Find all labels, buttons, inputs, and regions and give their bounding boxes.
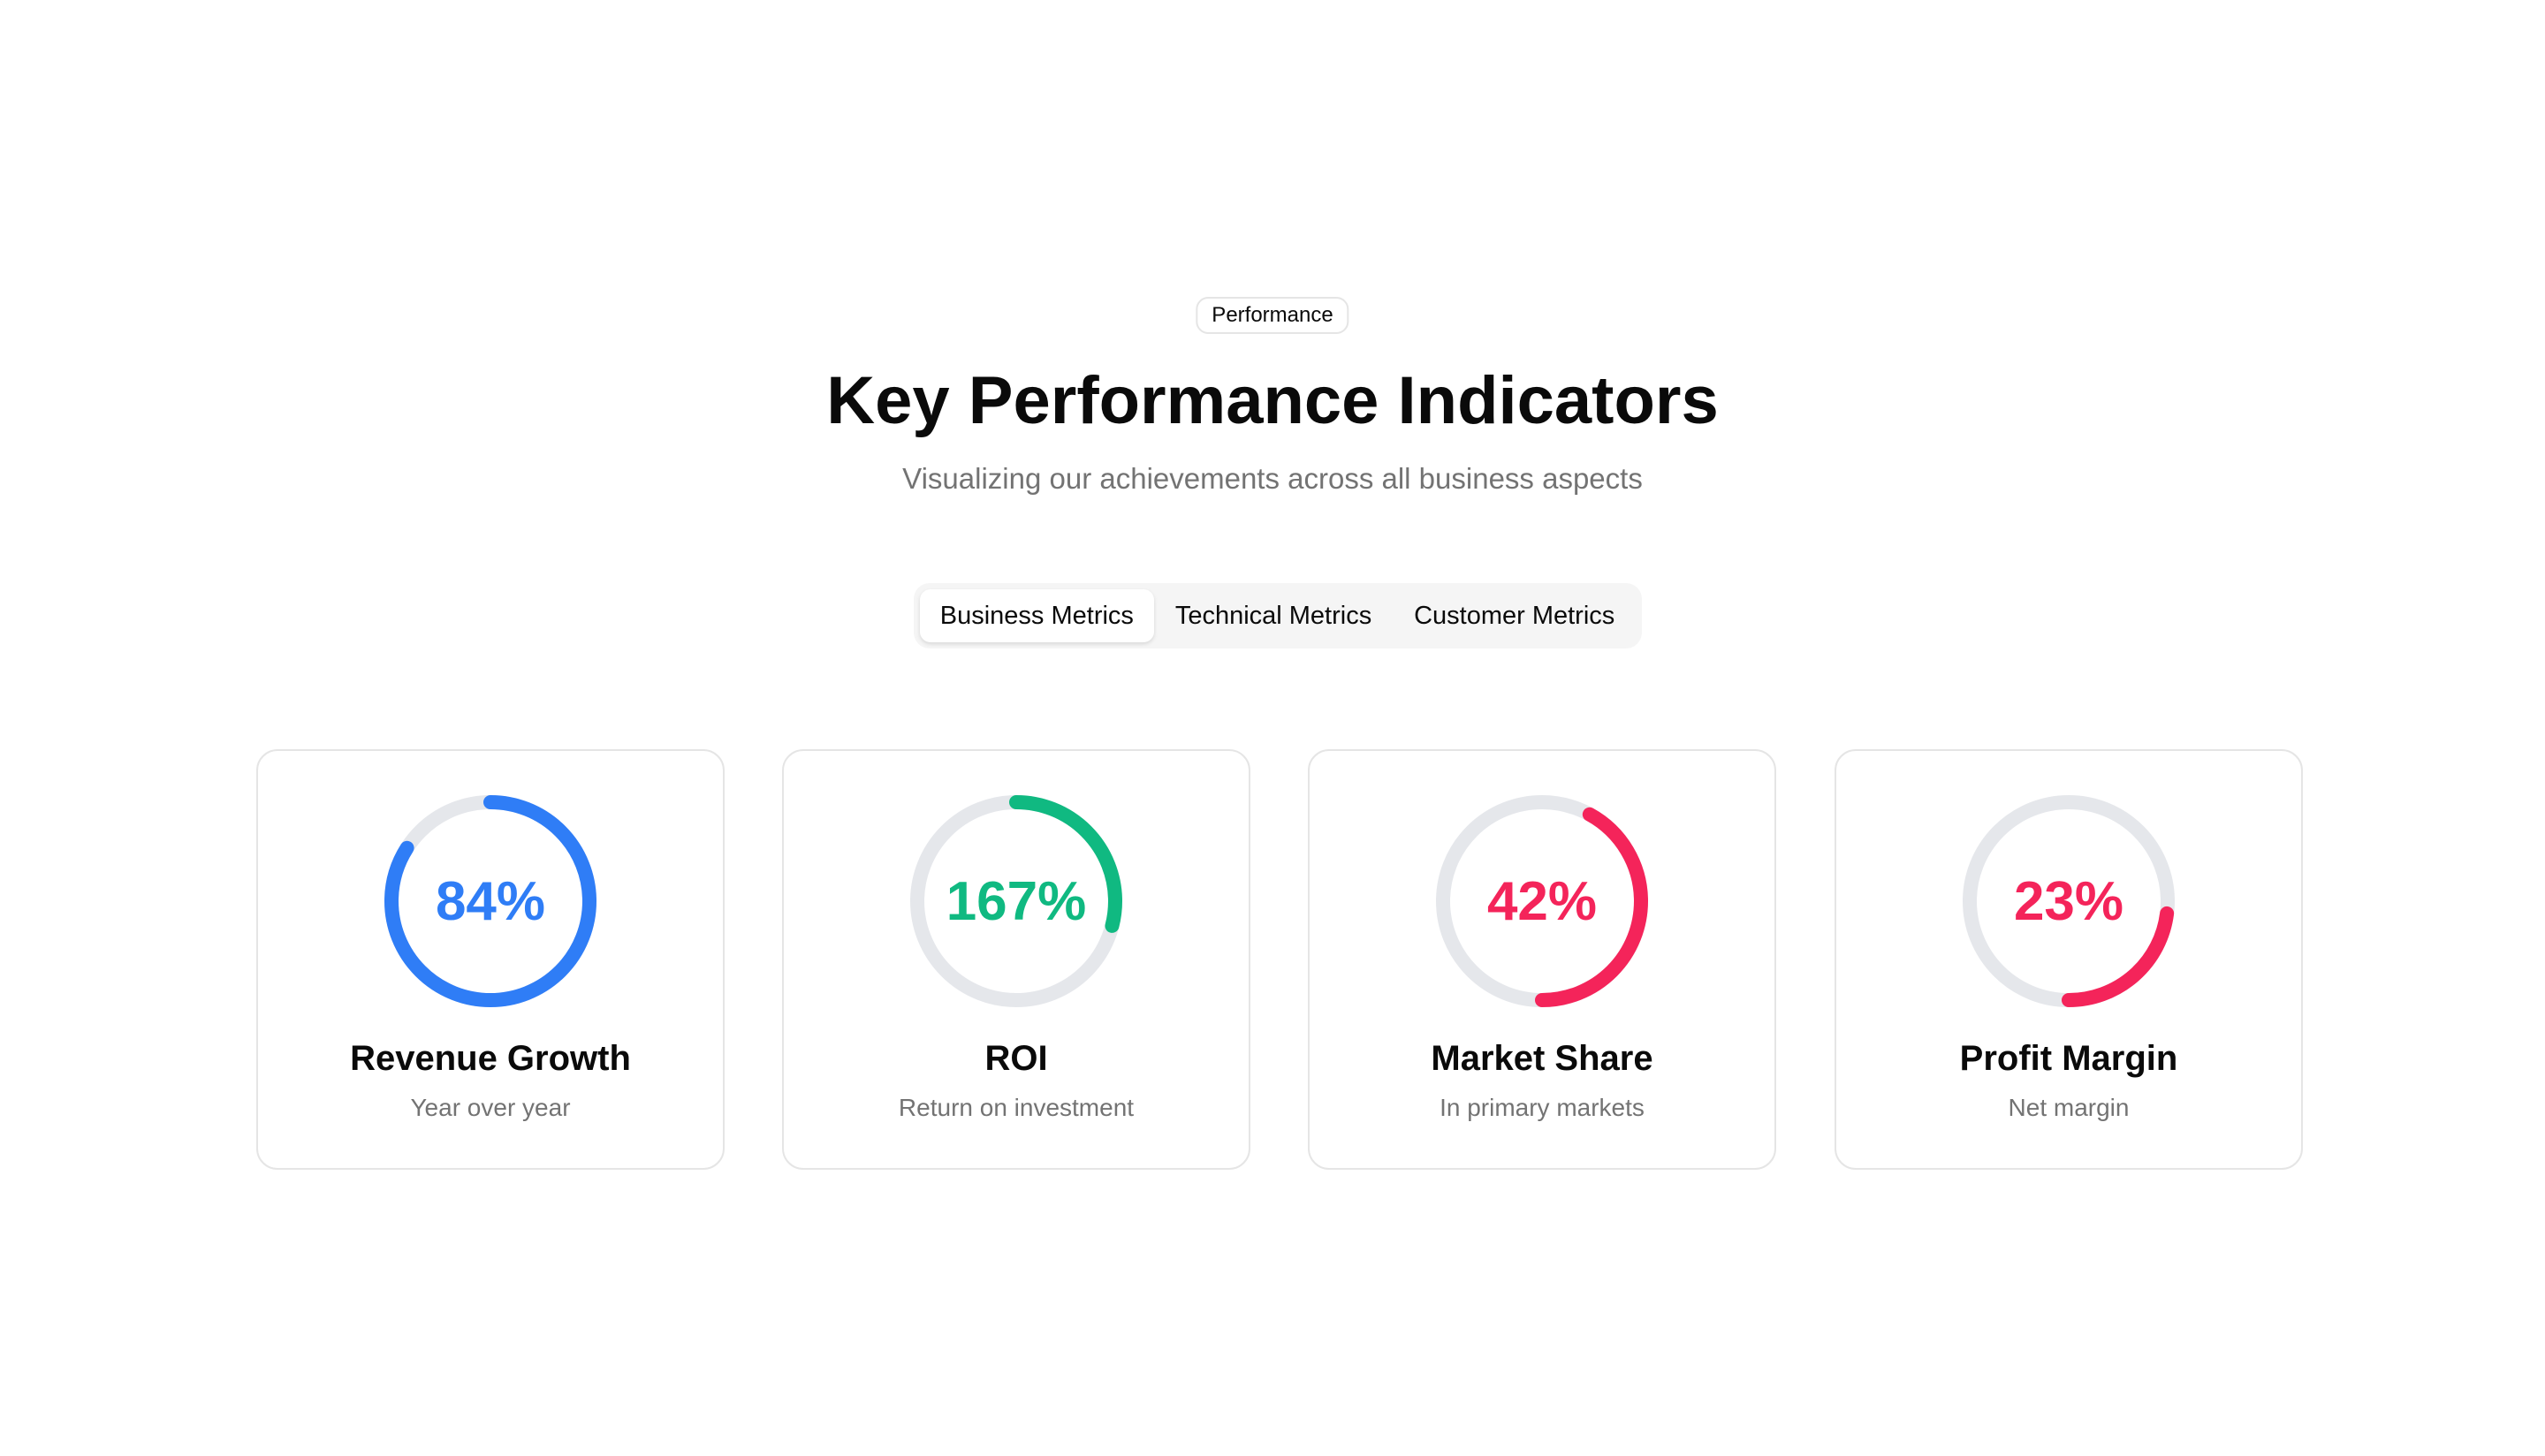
metric-title: Revenue Growth (350, 1039, 631, 1078)
progress-ring: 42% (1434, 793, 1650, 1009)
metric-description: Return on investment (898, 1094, 1135, 1121)
tab-business-metrics[interactable]: Business Metrics (920, 589, 1154, 642)
metric-value: 167% (946, 870, 1087, 932)
metric-value: 42% (1486, 870, 1598, 932)
tab-technical-metrics[interactable]: Technical Metrics (1174, 601, 1372, 630)
progress-ring-arc (1963, 795, 2175, 1007)
metric-description: Net margin (2008, 1094, 2130, 1121)
progress-ring-chart (1436, 795, 1648, 1007)
metric-title: Market Share (1431, 1039, 1653, 1078)
progress-ring-arc (910, 795, 1122, 1007)
metric-title: Profit Margin (1959, 1039, 2178, 1078)
metric-value: 84% (435, 870, 546, 932)
progress-ring: 167% (908, 793, 1124, 1009)
progress-ring: 84% (383, 793, 598, 1009)
progress-ring-chart (910, 795, 1122, 1007)
progress-ring-arc (384, 795, 596, 1007)
progress-ring-chart (384, 795, 596, 1007)
section-badge: Performance (1196, 297, 1349, 334)
progress-ring-arc (1436, 795, 1648, 1007)
metric-card-market-share: 42% Market Share In primary markets (1308, 749, 1776, 1170)
metric-card-profit-margin: 23% Profit Margin Net margin (1835, 749, 2303, 1170)
metric-card-revenue-growth: 84% Revenue Growth Year over year (256, 749, 725, 1170)
metric-description: Year over year (410, 1094, 571, 1121)
metric-value: 23% (2013, 870, 2124, 932)
metrics-tab-list: Business Metrics Technical Metrics Custo… (914, 583, 1642, 648)
metric-cards: 84% Revenue Growth Year over year 167% R… (256, 749, 2303, 1170)
metric-title: ROI (984, 1039, 1048, 1078)
progress-ring-chart (1963, 795, 2175, 1007)
metric-description: In primary markets (1440, 1094, 1645, 1121)
metric-card-roi: 167% ROI Return on investment (782, 749, 1250, 1170)
page-subtitle: Visualizing our achievements across all … (902, 462, 1643, 495)
tab-customer-metrics[interactable]: Customer Metrics (1414, 601, 1615, 630)
page-title: Key Performance Indicators (826, 363, 1719, 438)
progress-ring: 23% (1961, 793, 2177, 1009)
